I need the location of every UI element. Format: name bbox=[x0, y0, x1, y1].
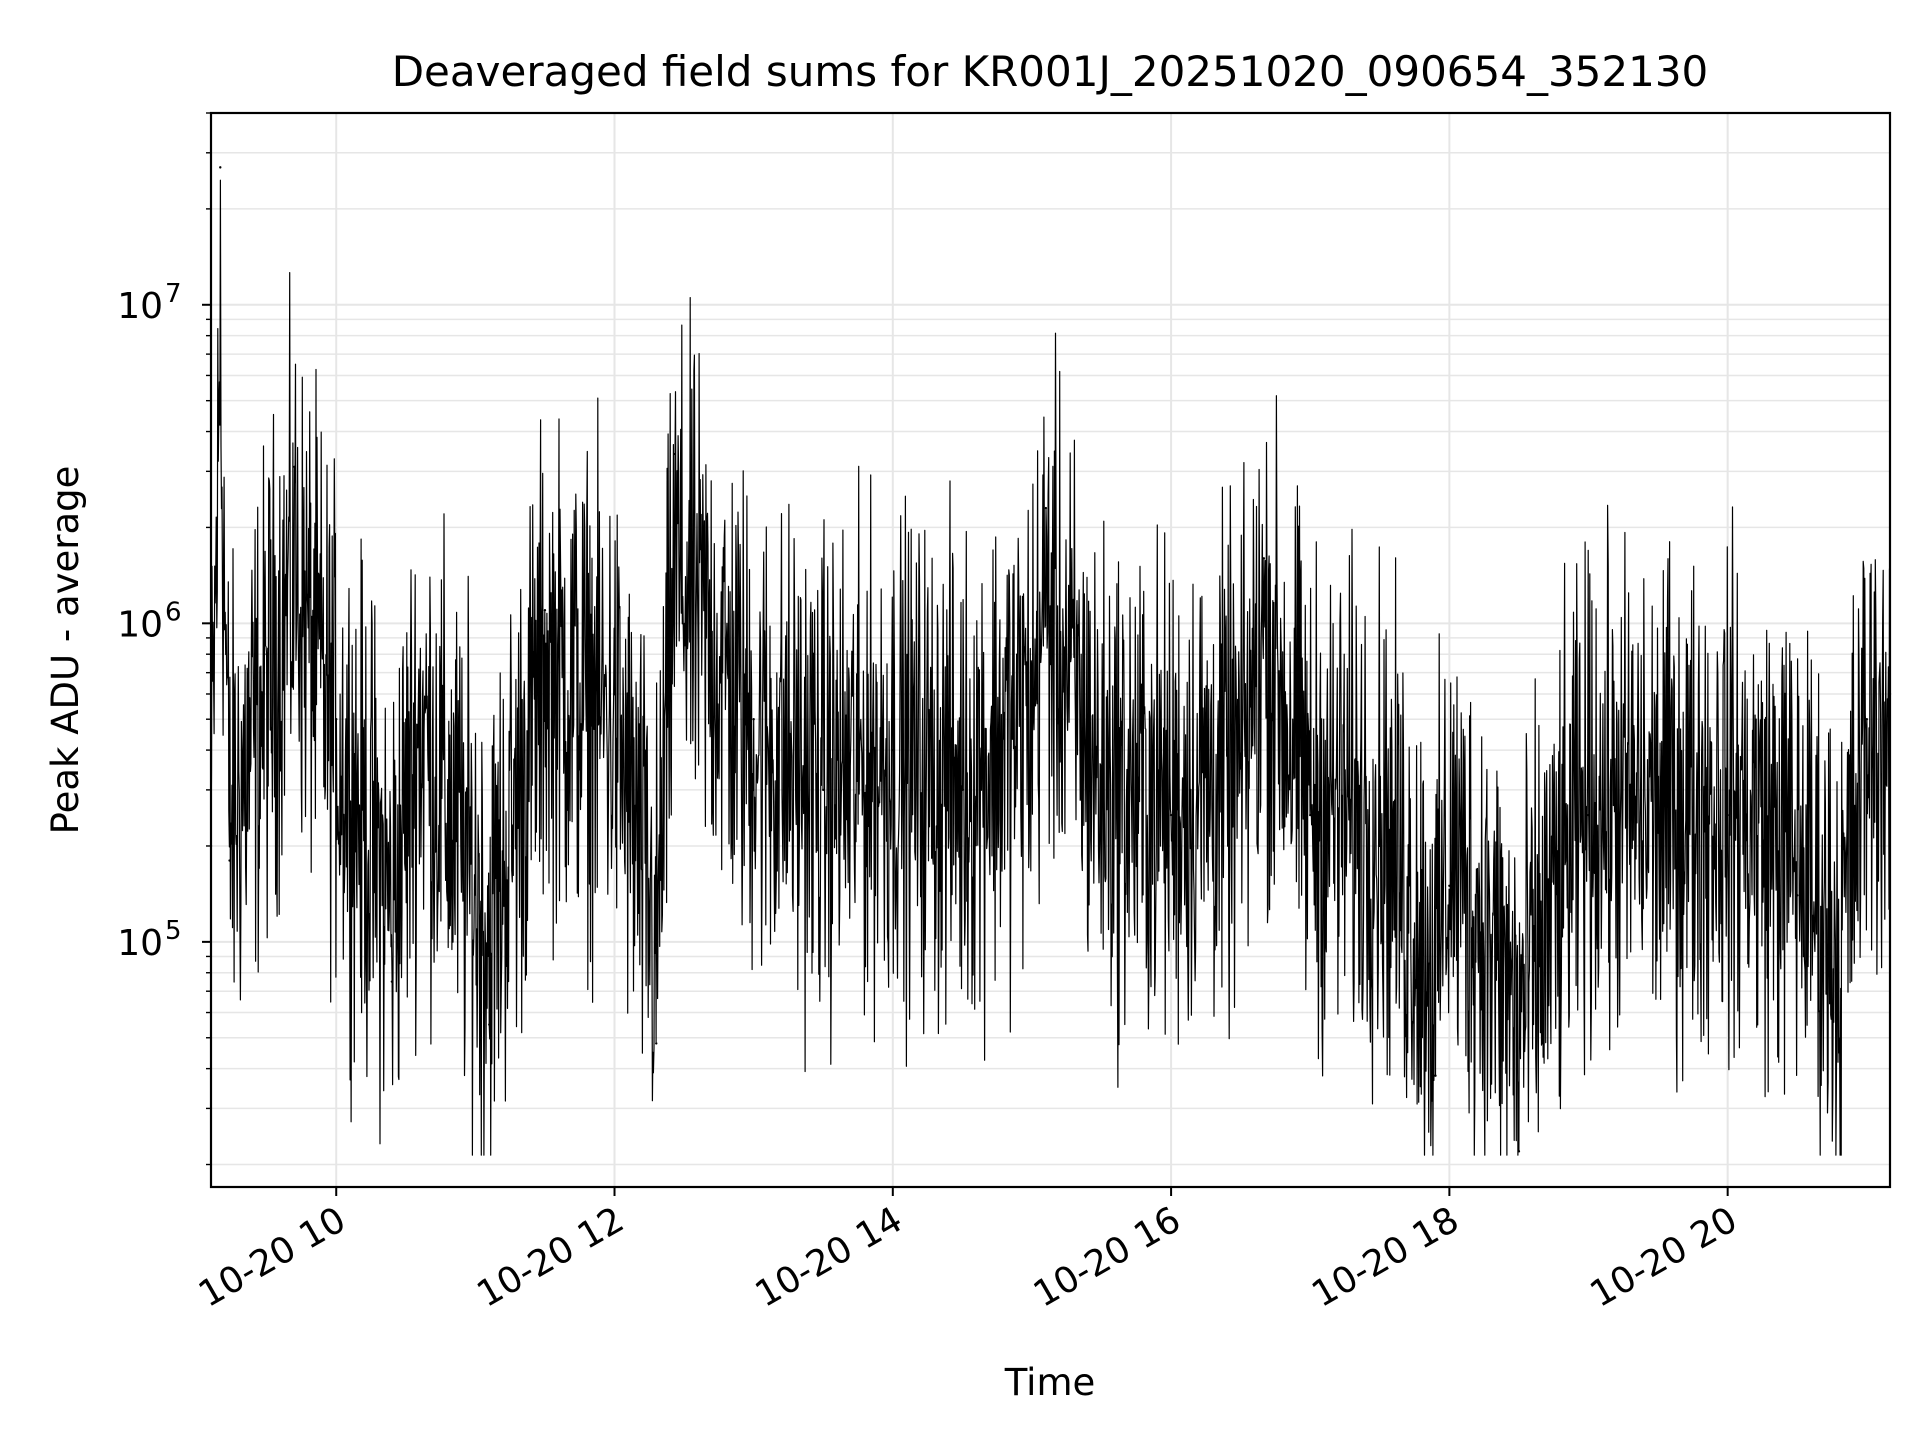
data-point bbox=[752, 718, 755, 721]
data-point bbox=[1239, 767, 1242, 770]
data-point bbox=[1448, 884, 1451, 887]
data-point bbox=[655, 1042, 658, 1045]
data-series bbox=[209, 166, 1892, 1156]
y-tick-label: 10 bbox=[117, 286, 163, 327]
x-axis-label: Time bbox=[1004, 1361, 1096, 1404]
data-point bbox=[1865, 718, 1869, 721]
data-point bbox=[293, 465, 296, 469]
data-point bbox=[1262, 557, 1266, 560]
data-point bbox=[1726, 813, 1729, 817]
data-point bbox=[1309, 813, 1312, 817]
data-point bbox=[1517, 1150, 1521, 1153]
chart-title: Deaveraged field sums for KR001J_2025102… bbox=[392, 47, 1709, 96]
data-point bbox=[822, 788, 825, 792]
data-point bbox=[1378, 844, 1382, 848]
data-point bbox=[390, 980, 394, 983]
data-point bbox=[673, 452, 677, 456]
plot-frame bbox=[209, 111, 1892, 1189]
y-axis-label: Peak ADU - average bbox=[44, 466, 87, 835]
data-point bbox=[265, 652, 268, 656]
y-tick-label: 10 bbox=[117, 923, 163, 964]
data-point bbox=[335, 718, 338, 721]
data-point bbox=[961, 788, 964, 792]
data-point bbox=[1587, 813, 1590, 817]
data-point bbox=[488, 1023, 491, 1026]
data-point bbox=[1169, 813, 1173, 817]
data-point bbox=[1044, 506, 1048, 510]
data-point bbox=[1434, 1074, 1437, 1077]
data-point bbox=[543, 608, 547, 612]
y-tick-exponent: 7 bbox=[165, 279, 182, 309]
data-point bbox=[418, 692, 421, 696]
y-tick-exponent: 5 bbox=[165, 916, 182, 946]
data-point bbox=[228, 859, 231, 862]
data-point bbox=[1837, 1051, 1841, 1054]
data-point bbox=[891, 748, 895, 752]
data-point bbox=[1656, 831, 1660, 834]
series-line bbox=[210, 179, 1891, 1156]
data-point bbox=[1100, 788, 1103, 792]
data-point bbox=[613, 692, 616, 696]
data-point bbox=[219, 166, 222, 169]
data-point bbox=[1796, 894, 1799, 897]
y-tick-label: 10 bbox=[117, 604, 163, 645]
y-tick-exponent: 6 bbox=[165, 597, 182, 627]
data-point bbox=[1030, 671, 1034, 674]
